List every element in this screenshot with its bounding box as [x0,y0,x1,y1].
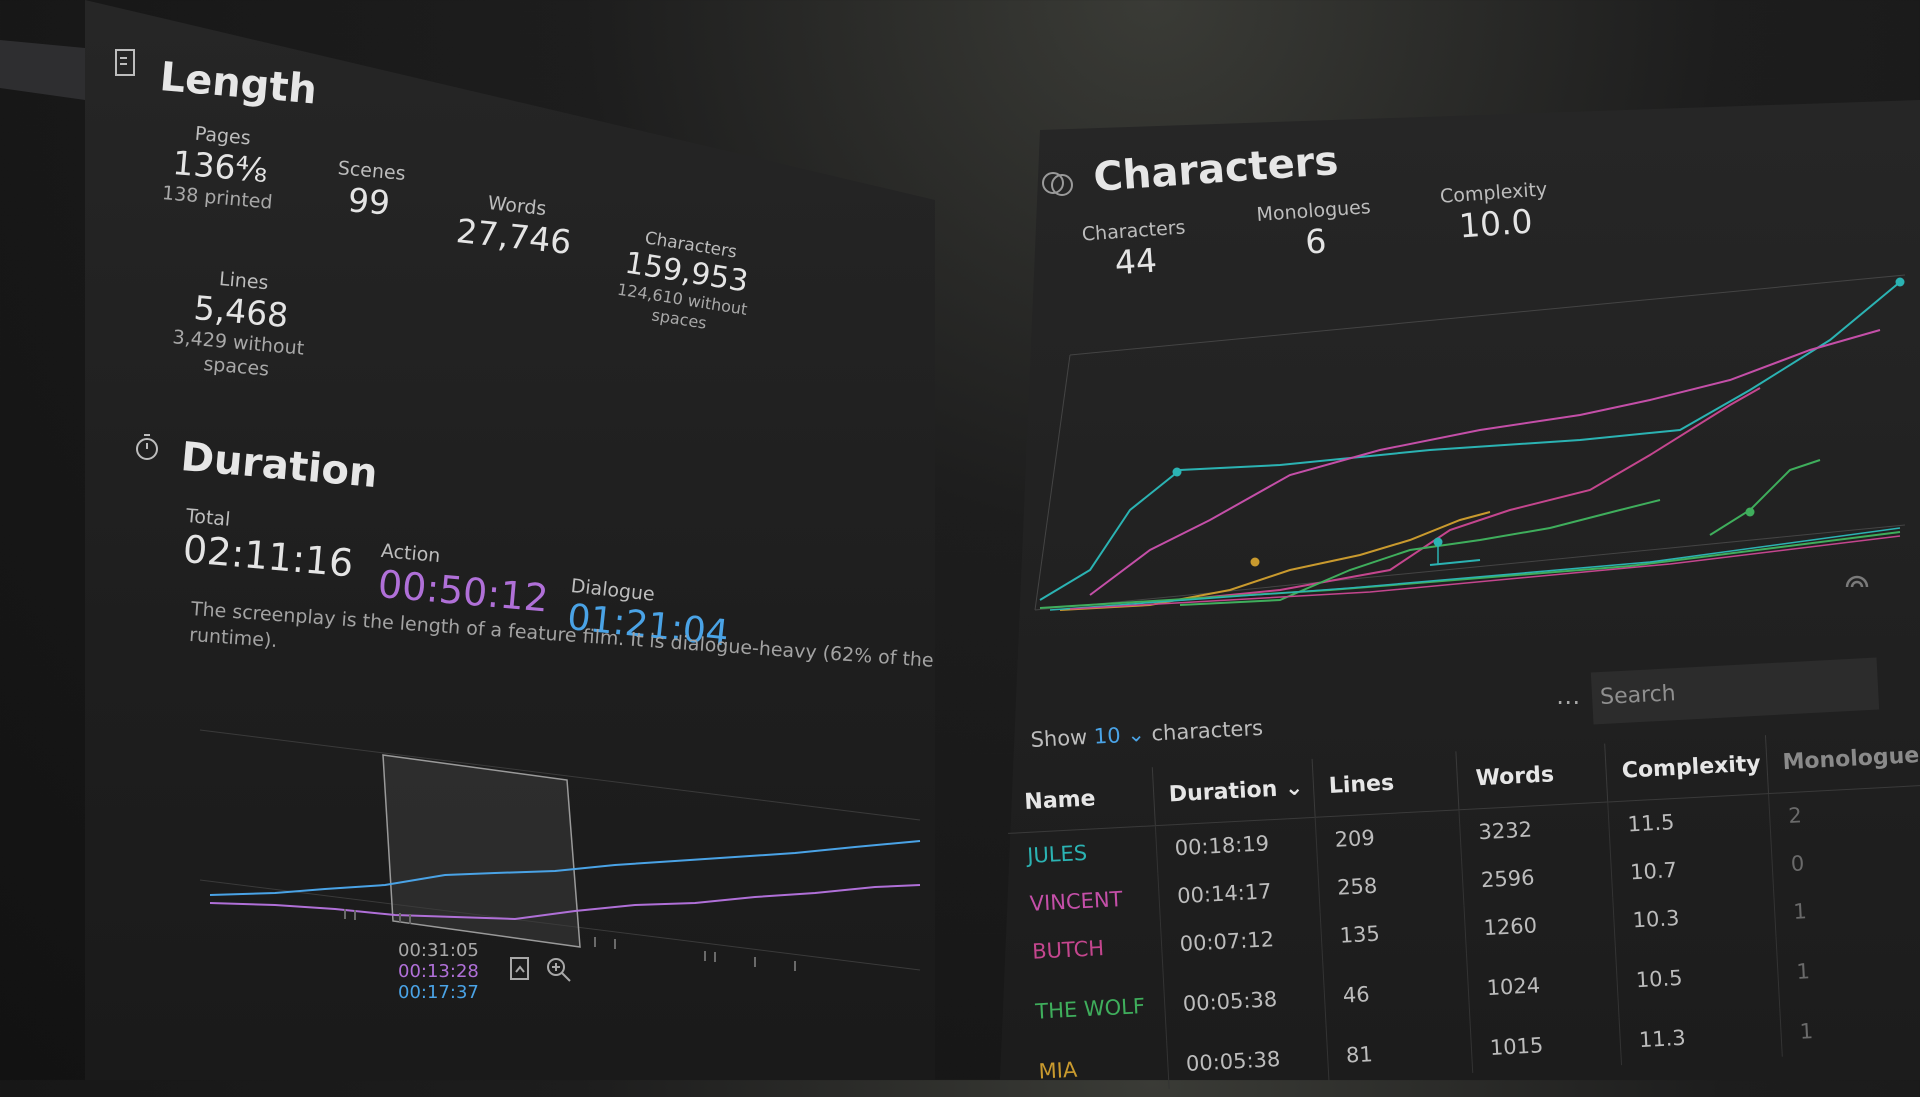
character-lines-cell: 81 [1326,1024,1473,1081]
character-complexity-cell: 11.3 [1619,1008,1783,1066]
character-monologues-cell: 2 [1768,785,1920,841]
series-line-jules [1039,281,1901,601]
character-monologues-cell: 1 [1773,880,1920,937]
column-header-words[interactable]: Words [1455,743,1608,810]
more-options-button[interactable]: ⋯ [1556,688,1580,716]
drama-masks-icon [1040,168,1074,204]
timeline-top-border [199,729,921,821]
series-line-vincent [1089,329,1881,596]
duration-timeline-chart[interactable] [195,725,925,985]
column-header-duration-label: Duration [1168,777,1278,808]
character-words-cell: 3232 [1458,801,1611,858]
character-name-cell[interactable]: BUTCH [1031,936,1105,964]
character-complexity-cell: 11.5 [1607,793,1772,850]
characters-table-wrap: Name Duration ⌄ Lines Words Complexity M… [1005,727,1920,1096]
scene-tick-marks [344,909,796,971]
series-line-minor-teal [1049,527,1901,611]
characters-table-body: JULES 00:18:19 209 3232 11.5 2 VINCENT 00:14:17… [1008,785,1920,1097]
series-line-minor-pink [1069,535,1901,610]
character-words-cell: 1015 [1470,1017,1622,1073]
selection-dialogue: 00:17:37 [398,982,479,1003]
character-words-cell: 1024 [1466,945,1620,1025]
character-monologues-cell: 0 [1771,832,1920,889]
export-selection-icon[interactable] [508,956,532,986]
series-line-other-green [1709,459,1821,536]
stopwatch-icon [133,432,161,469]
character-complexity-cell: 10.3 [1612,888,1777,946]
page-size-select[interactable]: 10 ⌄ [1093,722,1145,749]
sidebar-edge [0,40,85,100]
character-duration-cell: 00:18:19 [1155,816,1318,874]
column-header-monologues[interactable]: Monologue [1765,727,1920,794]
character-complexity-cell: 10.7 [1610,840,1774,898]
timeline-selection-box[interactable] [382,754,581,948]
series-line-the-wolf [1179,499,1661,606]
chart-x-axis [1034,524,1906,611]
dialogue-series-line [209,840,921,896]
series-line-butch [1179,387,1761,601]
character-words-cell: 1260 [1463,897,1616,954]
selection-readout: 00:31:05 00:13:28 00:17:37 [398,940,479,1003]
series-line-minor-green [1039,531,1901,609]
column-header-lines[interactable]: Lines [1311,751,1459,817]
monologues-stat: Monologues 6 [1243,195,1387,266]
pages-stat: Pages 136⁴⁄₈ 138 printed [157,120,284,215]
show-label: Show [1030,725,1088,752]
characters-table: Name Duration ⌄ Lines Words Complexity M… [1005,727,1920,1096]
character-lines-cell: 209 [1314,809,1462,865]
selection-total: 00:31:05 [398,940,479,961]
character-monologues-cell: 1 [1776,928,1920,1009]
character-name-cell[interactable]: JULES [1026,841,1088,869]
chart-left-axis [1034,354,1071,611]
column-header-name[interactable]: Name [1023,786,1097,816]
character-duration-cell: 00:05:38 [1162,960,1327,1041]
character-name-cell[interactable]: VINCENT [1029,887,1124,916]
document-icon [113,48,139,85]
series-marker-the-wolf [1745,507,1755,517]
sort-down-icon: ⌄ [1276,775,1304,803]
character-lines-cell: 135 [1319,905,1467,961]
series-line-mia [1059,511,1491,611]
character-lines-cell: 46 [1322,953,1471,1033]
character-monologues-cell: 1 [1779,1000,1920,1057]
chart-top-border [1069,274,1906,356]
chevron-down-icon: ⌄ [1119,722,1146,748]
series-marker-jules [1172,467,1182,477]
page-size-value: 10 [1093,723,1122,749]
character-duration-cell: 00:14:17 [1157,864,1320,922]
character-words-cell: 2596 [1461,849,1613,906]
column-header-duration[interactable]: Duration ⌄ [1151,758,1315,826]
character-duration-cell: 00:07:12 [1160,912,1323,970]
reset-chart-icon[interactable] [1843,567,1871,595]
scenes-stat: Scenes 99 [318,156,423,225]
character-name-cell[interactable]: THE WOLF [1034,994,1146,1024]
character-lines-cell: 258 [1317,857,1464,913]
characters-panel [1000,100,1920,1080]
series-end-marker-jules [1895,277,1905,287]
zoom-in-icon[interactable] [545,956,573,988]
action-series-line [209,884,921,921]
character-duration-cell: 00:05:38 [1166,1032,1329,1089]
selection-action: 00:13:28 [398,961,479,982]
lines-stat: Lines 5,468 3,429 without spaces [166,264,315,385]
series-marker-mia [1250,557,1260,567]
column-header-complexity[interactable]: Complexity [1604,735,1769,802]
complexity-stat: Complexity 10.0 [1428,178,1562,248]
character-complexity-cell: 10.5 [1615,936,1780,1018]
character-progress-chart[interactable] [1030,270,1920,620]
character-name-cell[interactable]: MIA [1037,1057,1078,1084]
